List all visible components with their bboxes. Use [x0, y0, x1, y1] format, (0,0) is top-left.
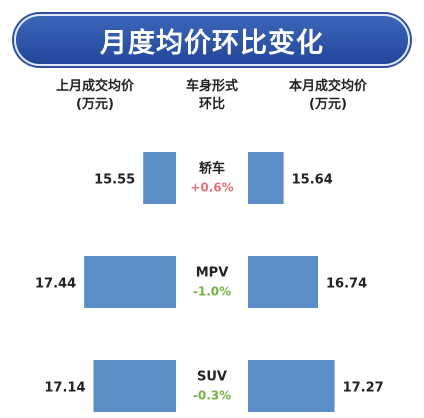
- category-label-0: 轿车: [199, 161, 225, 177]
- category-label-2: SUV: [197, 370, 227, 385]
- value-last-month-0: 15.55: [94, 173, 135, 188]
- value-last-month-2: 17.14: [44, 381, 85, 396]
- value-last-month-1: 17.44: [35, 277, 76, 292]
- bar-this-month-1: [248, 256, 318, 308]
- change-label-0: +0.6%: [190, 181, 233, 195]
- title-banner: 月度均价环比变化: [14, 14, 410, 66]
- header-last-month-price: 上月成交均价 (万元): [55, 79, 134, 112]
- bar-last-month-0: [143, 152, 176, 204]
- category-label-1: MPV: [196, 266, 229, 281]
- header-this-month-price: 本月成交均价 (万元): [288, 79, 367, 112]
- bar-last-month-2: [93, 360, 176, 412]
- value-this-month-2: 17.27: [343, 381, 384, 396]
- header-body-type-change: 车身形式 环比: [185, 79, 238, 112]
- value-this-month-0: 15.64: [292, 173, 333, 188]
- change-label-1: -1.0%: [193, 285, 231, 299]
- bar-this-month-0: [248, 152, 284, 204]
- chart-title: 月度均价环比变化: [100, 27, 324, 59]
- bar-last-month-1: [84, 256, 176, 308]
- bar-this-month-2: [248, 360, 335, 412]
- change-label-2: -0.3%: [193, 389, 231, 403]
- value-this-month-1: 16.74: [326, 277, 367, 292]
